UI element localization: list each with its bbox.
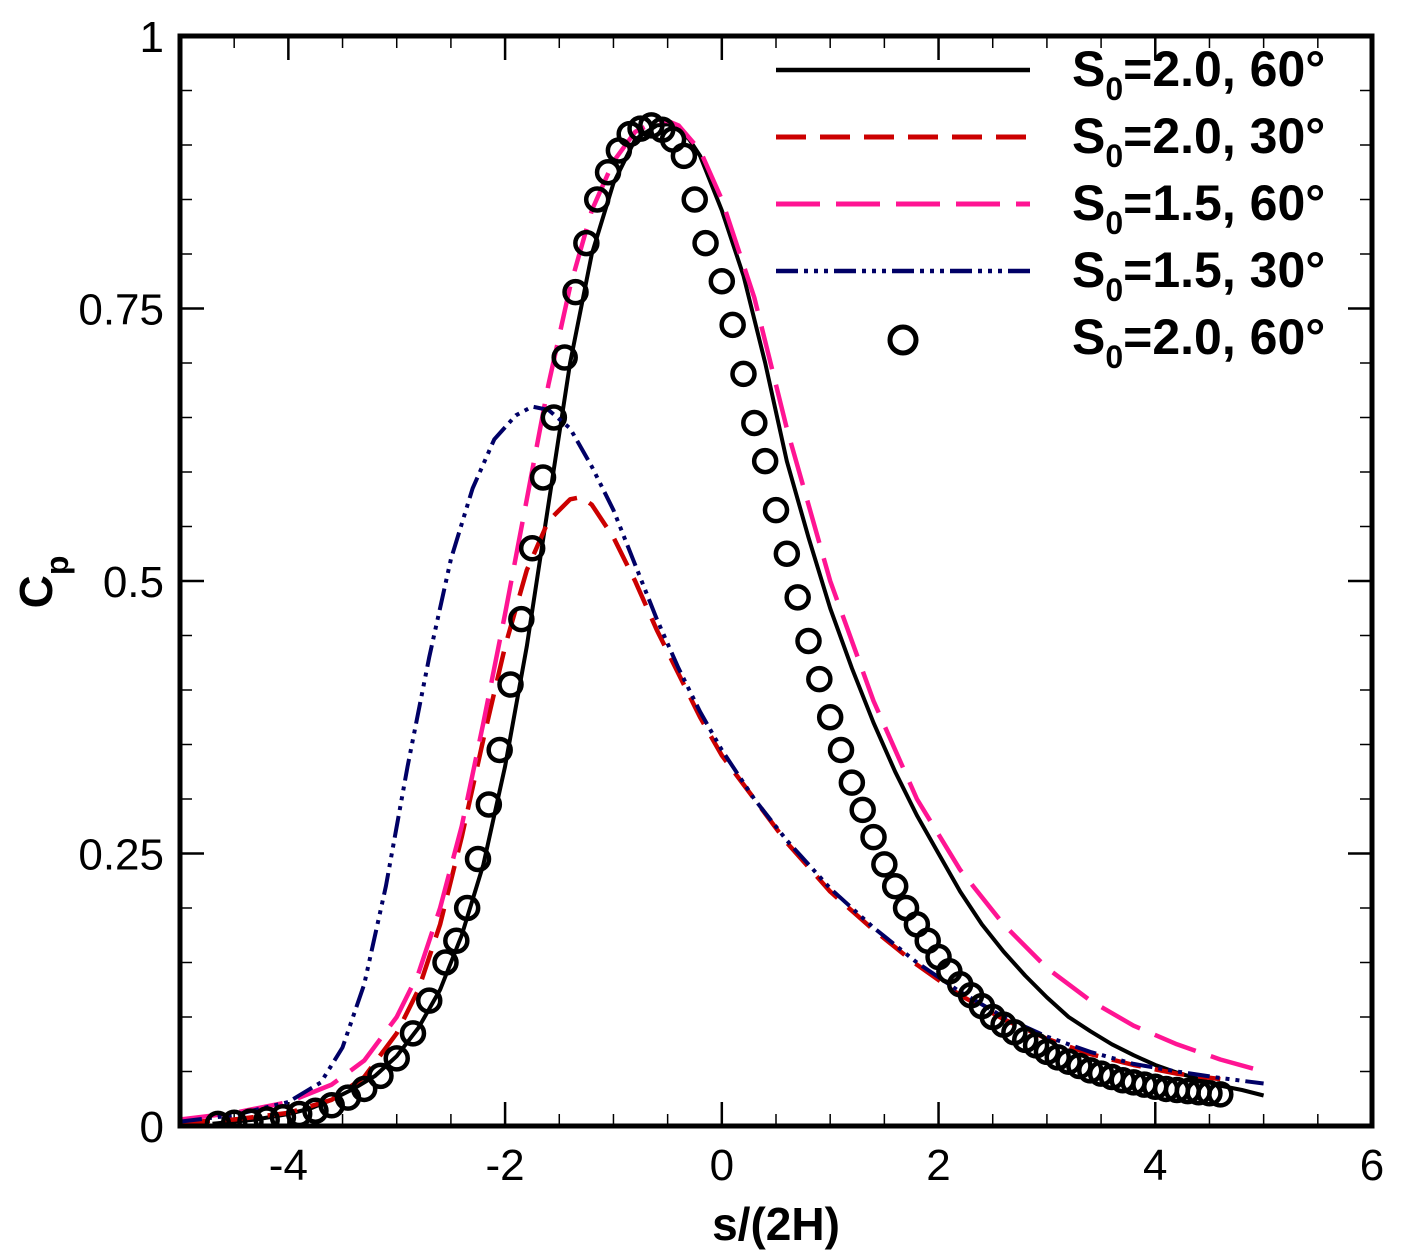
data-point	[518, 535, 546, 562]
data-point	[432, 949, 459, 976]
y-tick-label: 0.25	[78, 831, 164, 880]
data-point	[692, 229, 719, 257]
y-tick-label: 0	[140, 1103, 164, 1152]
x-tick-label: 0	[710, 1141, 734, 1190]
svg-text:Cp: Cp	[10, 556, 75, 609]
data-point	[486, 736, 513, 764]
data-point	[253, 1106, 280, 1126]
data-point	[816, 704, 844, 731]
tick-labels: -4 -2 0 2 4 6 0 0.25 0.5 0.75 1	[78, 13, 1384, 1190]
data-point	[594, 159, 622, 186]
y-tick-label: 0.75	[78, 286, 164, 335]
data-point	[497, 671, 524, 698]
data-point	[453, 894, 481, 922]
data-point	[475, 791, 503, 818]
series-line-1	[212, 122, 1265, 1126]
data-point	[1196, 1080, 1223, 1107]
data-point	[551, 344, 578, 371]
series-2	[180, 494, 1221, 1125]
data-point	[795, 627, 822, 655]
legend-label: S0=2.0, 60°	[1072, 41, 1325, 107]
data-point	[302, 1097, 329, 1124]
data-point	[762, 496, 790, 524]
plot-frame	[177, 33, 1375, 1129]
data-point	[529, 464, 557, 491]
data-point	[399, 1020, 427, 1047]
data-point	[269, 1104, 297, 1126]
y-tick-label: 0.5	[103, 558, 164, 607]
x-tick-label: 4	[1143, 1141, 1167, 1190]
series-line-3	[180, 118, 1265, 1122]
series-4	[180, 404, 1264, 1124]
data-point	[849, 796, 876, 824]
data-point	[583, 186, 611, 213]
data-point	[751, 447, 779, 475]
legend-label: S0=1.5, 30°	[1072, 242, 1325, 308]
data-point	[562, 278, 589, 306]
series-line-2	[180, 494, 1221, 1125]
data-point	[350, 1075, 378, 1103]
series-1	[212, 122, 1265, 1126]
x-axis-title: s/(2H)	[712, 1198, 840, 1250]
data-point	[730, 360, 757, 388]
series-line-4	[180, 404, 1264, 1124]
data-point	[719, 311, 746, 339]
data-point	[860, 823, 887, 851]
data-point	[508, 605, 535, 633]
legend-label: S0=2.0, 60°	[1072, 309, 1325, 375]
data-point	[443, 927, 470, 954]
data-point	[681, 186, 708, 213]
data-point	[806, 665, 833, 693]
x-tick-label: -4	[269, 1141, 308, 1190]
data-point	[708, 268, 736, 295]
legend-entry-4: S0=1.5, 30°	[776, 242, 1325, 308]
data-point	[827, 736, 855, 764]
legend-label: S0=2.0, 30°	[1072, 108, 1325, 174]
y-axis-title: Cp	[10, 556, 75, 609]
x-tick-label: 2	[926, 1141, 950, 1190]
data-point	[741, 409, 768, 437]
data-point	[367, 1062, 394, 1090]
legend-marker	[887, 324, 919, 356]
data-point	[220, 1109, 248, 1126]
y-tick-label: 1	[140, 13, 164, 62]
y-axis-title-main: C	[10, 575, 62, 608]
data-point	[383, 1045, 410, 1072]
data-point	[464, 845, 492, 873]
legend-entry-2: S0=2.0, 30°	[776, 108, 1325, 174]
legend-entry-3: S0=1.5, 60°	[776, 175, 1325, 241]
y-axis-title-sub: p	[39, 556, 75, 576]
legend: S0=2.0, 60°S0=2.0, 30°S0=1.5, 60°S0=1.5,…	[776, 41, 1325, 375]
legend-label: S0=1.5, 60°	[1072, 175, 1325, 241]
x-tick-label: -2	[486, 1141, 525, 1190]
data-point	[670, 142, 698, 170]
series-3	[180, 118, 1265, 1122]
data-point	[871, 851, 898, 878]
legend-entry-1: S0=2.0, 60°	[776, 41, 1325, 107]
legend-entry-5: S0=2.0, 60°	[887, 309, 1325, 375]
data-point	[773, 540, 801, 567]
data-point	[1207, 1081, 1234, 1108]
data-point	[838, 769, 866, 796]
data-point	[540, 404, 568, 431]
x-tick-label: 6	[1360, 1141, 1384, 1190]
data-point	[784, 584, 811, 611]
data-point	[237, 1108, 264, 1126]
data-point	[881, 872, 909, 900]
data-point	[573, 229, 600, 257]
data-point	[415, 987, 443, 1014]
